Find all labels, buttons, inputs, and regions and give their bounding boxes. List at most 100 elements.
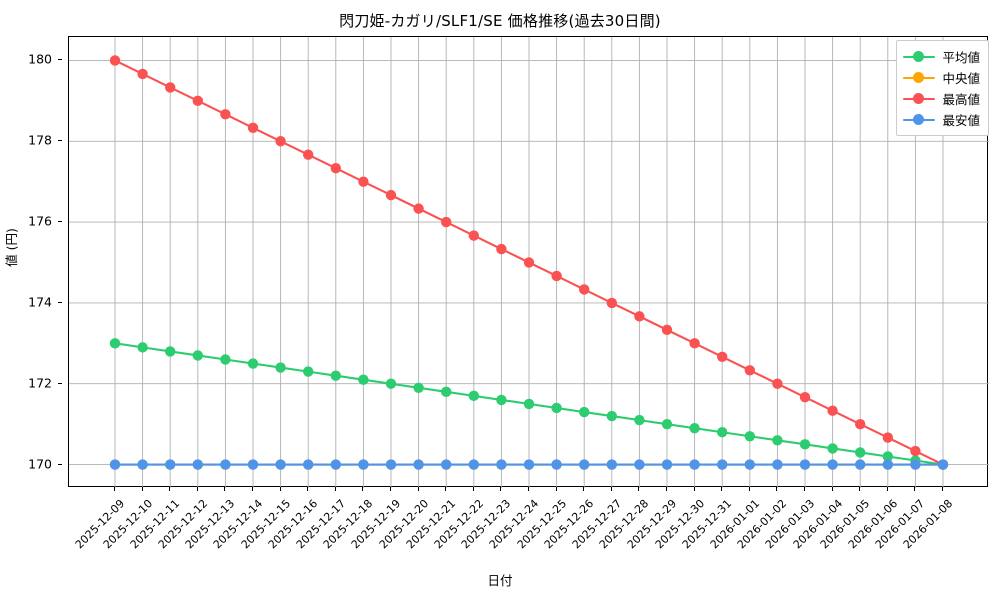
- series-marker: [330, 163, 341, 174]
- series-marker: [882, 432, 893, 443]
- series-marker: [496, 394, 507, 406]
- series-marker: [799, 391, 811, 403]
- series-marker: [772, 378, 783, 389]
- series-marker: [385, 459, 397, 470]
- y-tick-mark: [58, 59, 62, 61]
- series-marker: [937, 459, 949, 470]
- x-tick-mark: [169, 487, 171, 491]
- series-marker: [275, 136, 286, 147]
- series-marker: [413, 459, 424, 470]
- series-marker: [579, 284, 590, 295]
- series-marker: [551, 402, 562, 414]
- series-marker: [827, 443, 838, 454]
- series-marker: [385, 378, 397, 389]
- y-tick-label: 176: [28, 213, 52, 229]
- series-marker: [717, 427, 728, 438]
- x-tick-mark: [224, 487, 226, 491]
- legend-swatch-icon: [903, 92, 936, 106]
- series-marker: [441, 459, 452, 470]
- series-marker: [358, 374, 369, 385]
- series-marker: [855, 459, 866, 470]
- legend-item[interactable]: 最安値: [903, 109, 980, 130]
- series-marker: [496, 459, 507, 470]
- series-marker: [385, 189, 397, 201]
- series-marker: [192, 459, 203, 470]
- series-marker: [634, 311, 645, 322]
- series-marker: [165, 346, 176, 357]
- series-marker: [744, 459, 755, 470]
- series-marker: [606, 410, 617, 422]
- series-marker: [413, 203, 424, 214]
- legend-label: 平均値: [942, 50, 980, 65]
- series-marker: [330, 459, 341, 470]
- chart-title: 閃刀姫-カガリ/SLF1/SE 価格推移(過去30日間): [339, 12, 661, 30]
- legend-swatch-icon: [903, 71, 936, 85]
- series-marker: [468, 459, 479, 470]
- x-tick-mark: [942, 487, 943, 491]
- x-tick-mark: [693, 487, 695, 491]
- series-marker: [910, 445, 921, 457]
- series-marker: [827, 459, 838, 470]
- series-marker: [551, 459, 562, 470]
- legend-item[interactable]: 中央値: [903, 67, 980, 88]
- grid-lines: [69, 37, 989, 488]
- legend-item[interactable]: 最高値: [903, 88, 980, 109]
- x-tick-mark: [445, 487, 447, 491]
- series-marker: [303, 149, 314, 160]
- x-tick-mark: [390, 487, 391, 491]
- x-tick-mark: [141, 487, 143, 491]
- x-axis-label: 日付: [487, 573, 513, 588]
- x-tick-mark: [528, 487, 529, 491]
- plot-area: [68, 36, 989, 488]
- y-tick-label: 180: [28, 51, 52, 67]
- x-tick-mark: [417, 487, 419, 491]
- legend-label: 最安値: [942, 113, 980, 128]
- series-marker: [220, 109, 231, 120]
- series-marker: [468, 230, 479, 241]
- series-marker: [137, 68, 148, 80]
- x-tick-mark: [196, 487, 198, 491]
- x-tick-mark: [886, 487, 888, 491]
- x-tick-mark: [583, 487, 585, 491]
- chart-legend: 平均値中央値 最高値最安値: [896, 40, 989, 136]
- series-marker: [606, 297, 617, 309]
- y-tick-mark: [58, 301, 62, 303]
- series-marker: [330, 370, 341, 381]
- series-marker: [303, 366, 314, 377]
- series-marker: [882, 459, 893, 470]
- y-tick-label: 178: [28, 132, 52, 148]
- series-marker: [523, 257, 535, 268]
- series-marker: [165, 459, 176, 470]
- x-tick-mark: [362, 487, 364, 491]
- x-tick-mark: [307, 487, 309, 491]
- series-marker: [303, 459, 314, 470]
- series-marker: [717, 351, 728, 362]
- series-marker: [358, 176, 369, 187]
- y-axis-ticks: 170 172 174 176 178 180: [0, 36, 62, 487]
- series-marker: [799, 459, 811, 470]
- legend-item[interactable]: 平均値: [903, 46, 980, 67]
- x-tick-mark: [831, 487, 833, 491]
- series-marker: [882, 451, 893, 462]
- series-marker: [165, 82, 176, 93]
- series-marker: [744, 365, 755, 376]
- y-tick-label: 170: [28, 456, 52, 472]
- series-marker: [799, 439, 811, 450]
- x-tick-mark: [114, 487, 115, 491]
- series-marker: [634, 414, 645, 426]
- y-tick-mark: [58, 140, 62, 142]
- series-marker: [772, 459, 783, 470]
- series-marker: [247, 459, 259, 470]
- series-marker: [579, 406, 590, 418]
- series-marker: [275, 459, 286, 470]
- series-marker: [247, 122, 259, 134]
- series-marker: [661, 324, 673, 336]
- x-tick-mark: [666, 487, 667, 491]
- x-tick-mark: [279, 487, 281, 491]
- series-marker: [441, 386, 452, 398]
- series-marker: [689, 422, 700, 434]
- x-tick-mark: [500, 487, 502, 491]
- x-tick-mark: [555, 487, 557, 491]
- series-marker: [855, 447, 866, 458]
